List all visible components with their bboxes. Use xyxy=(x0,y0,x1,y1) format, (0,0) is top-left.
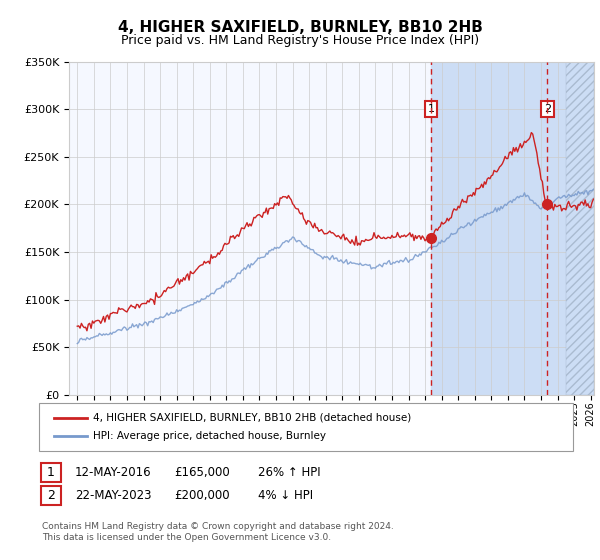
Text: 26% ↑ HPI: 26% ↑ HPI xyxy=(258,465,320,479)
Text: £200,000: £200,000 xyxy=(174,489,230,502)
Text: HPI: Average price, detached house, Burnley: HPI: Average price, detached house, Burn… xyxy=(93,431,326,441)
Text: 4% ↓ HPI: 4% ↓ HPI xyxy=(258,489,313,502)
Text: 1: 1 xyxy=(428,104,435,114)
Text: 4, HIGHER SAXIFIELD, BURNLEY, BB10 2HB: 4, HIGHER SAXIFIELD, BURNLEY, BB10 2HB xyxy=(118,20,482,35)
Text: 4, HIGHER SAXIFIELD, BURNLEY, BB10 2HB (detached house): 4, HIGHER SAXIFIELD, BURNLEY, BB10 2HB (… xyxy=(93,413,411,423)
Text: 22-MAY-2023: 22-MAY-2023 xyxy=(75,489,151,502)
Text: 1: 1 xyxy=(47,465,55,479)
Text: 2: 2 xyxy=(544,104,551,114)
Text: £165,000: £165,000 xyxy=(174,465,230,479)
Bar xyxy=(566,62,594,395)
Text: Contains HM Land Registry data © Crown copyright and database right 2024.: Contains HM Land Registry data © Crown c… xyxy=(42,522,394,531)
Bar xyxy=(431,62,594,395)
Text: 2: 2 xyxy=(47,489,55,502)
Text: This data is licensed under the Open Government Licence v3.0.: This data is licensed under the Open Gov… xyxy=(42,533,331,542)
Text: Price paid vs. HM Land Registry's House Price Index (HPI): Price paid vs. HM Land Registry's House … xyxy=(121,34,479,46)
Text: 12-MAY-2016: 12-MAY-2016 xyxy=(75,465,152,479)
